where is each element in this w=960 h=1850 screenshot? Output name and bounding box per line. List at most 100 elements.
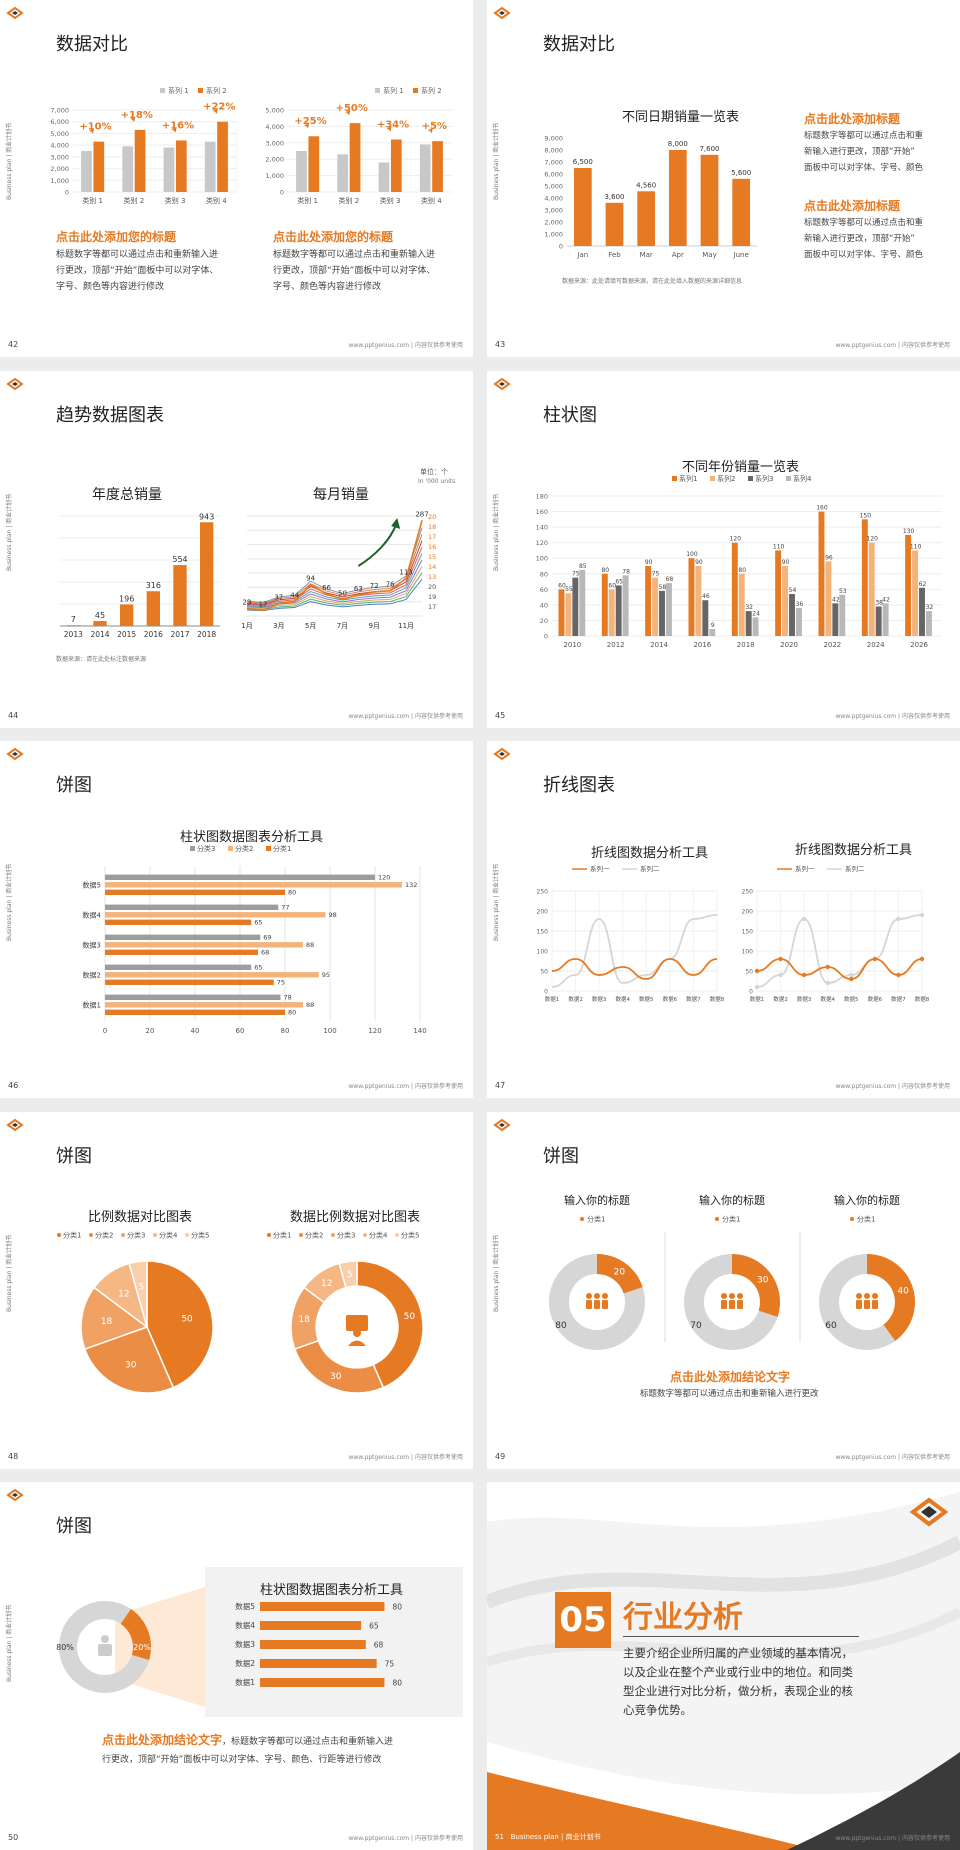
footer: www.pptgenius.com | 内容仅供参考使用	[835, 1083, 950, 1090]
chart-43: 0 1,000 2,000 3,000 4,000 5,000 6,000 7,000 8,00…	[544, 135, 757, 259]
bar	[105, 889, 285, 895]
tick-label: 2,000	[50, 165, 69, 173]
legend-swatch	[228, 846, 233, 851]
category-label: 数据6	[868, 995, 883, 1003]
person-body-icon	[721, 1300, 727, 1309]
slide-48[interactable]: 饼图 Business plan | 商业计划书 比例数据对比图表 数据比例数据…	[0, 1112, 473, 1469]
series-line	[246, 553, 423, 608]
left-chart-title: 比例数据对比图表	[88, 1210, 193, 1225]
slide-title: 饼图	[56, 775, 92, 796]
page-number: 50	[8, 1833, 19, 1842]
legend-label: 分类3	[337, 1231, 355, 1240]
category-label: Jan	[576, 251, 588, 259]
tick-label: 100	[323, 1027, 336, 1035]
slide-47[interactable]: 折线图表 Business plan | 商业计划书 折线图数据分析工具 折线图…	[487, 741, 960, 1098]
tick-label: 4,000	[50, 142, 69, 150]
legend-label: 系列一	[795, 864, 815, 873]
tick-label: 200	[537, 909, 549, 916]
page-number: 45	[495, 711, 506, 720]
data-point	[825, 964, 830, 970]
bar	[378, 162, 390, 192]
data-label: 120	[730, 536, 742, 543]
data-point	[754, 984, 760, 990]
slide-51[interactable]: 05 行业分析 主要介绍企业所归属的产业领域的基本情况， 以及企业在整个产业或行…	[487, 1482, 960, 1850]
person-icon	[729, 1293, 735, 1299]
slice-label: 30	[330, 1372, 342, 1382]
end-label: 17	[428, 533, 436, 541]
vertical-label: Business plan | 商业计划书	[6, 493, 13, 571]
tick-label: 3月	[273, 622, 284, 630]
bar	[795, 608, 802, 636]
bar	[645, 566, 652, 636]
conclusion-title: 点击此处添加结论文字	[102, 1733, 223, 1747]
chart-46: 分类3 分类2 分类1 0 20 40 60 80 100 120 140 数据5 120 132 80 数据…	[83, 844, 427, 1035]
data-label: 36	[796, 601, 804, 608]
bar	[105, 1002, 303, 1008]
bar	[200, 522, 214, 626]
logo-icon	[6, 1118, 24, 1132]
category-label: 数据7	[891, 995, 906, 1003]
slide-46[interactable]: 饼图 Business plan | 商业计划书 柱状图数据图表分析工具 分类3…	[0, 741, 473, 1098]
bar	[173, 565, 187, 626]
data-label: 7	[71, 615, 76, 624]
body-line: 标题数字等都可以通过点击和重新输入进	[273, 250, 436, 260]
bar	[925, 611, 932, 636]
person-icon	[856, 1293, 862, 1299]
bar	[260, 1621, 362, 1630]
data-label: 5,600	[731, 169, 751, 177]
data-label: 63	[354, 585, 363, 593]
slide-44[interactable]: 趋势数据图表 Business plan | 商业计划书 年度总销量 每月销量 …	[0, 371, 473, 728]
conclusion-title: 点击此处添加结论文字	[670, 1370, 791, 1384]
donut-slice	[597, 1254, 643, 1294]
legend-swatch	[375, 88, 380, 93]
category-label: 类别 2	[124, 196, 145, 205]
legend-swatch	[198, 88, 203, 93]
bar	[745, 611, 752, 636]
slice-label: 12	[321, 1279, 332, 1289]
slide-title: 趋势数据图表	[56, 405, 164, 426]
right-chart-title: 每月销量	[313, 487, 369, 503]
data-label: 90	[695, 559, 703, 566]
category-label: 类别 2	[339, 196, 360, 205]
slide-title: 饼图	[56, 1516, 92, 1537]
body-line: 面板中可以对字体、字号、颜色	[804, 163, 924, 173]
slice	[356, 1260, 424, 1389]
data-label: 68	[666, 576, 674, 583]
footer: www.pptgenius.com | 内容仅供参考使用	[348, 713, 463, 720]
tick-label: 8,000	[544, 147, 563, 155]
data-label: 24	[752, 610, 760, 617]
body-line: 新输入进行更改，顶部“开始”	[804, 147, 915, 157]
data-label: 62	[919, 581, 927, 588]
person-head-icon	[353, 1329, 361, 1337]
category-label: May	[702, 251, 716, 259]
tick-label: 250	[537, 889, 549, 896]
person-body-icon	[348, 1340, 366, 1346]
bar	[163, 147, 175, 192]
legend-dot	[57, 1233, 61, 1237]
tick-label: 7,000	[50, 107, 69, 115]
data-label: 3,600	[604, 193, 624, 201]
data-label: 287	[415, 510, 428, 518]
chart-48-left: 分类1 分类2 分类3 分类4 分类5 50 30 18 12 5	[57, 1231, 214, 1394]
tick-label: 0	[559, 243, 563, 251]
bar	[861, 519, 868, 636]
slide-45[interactable]: 柱状图 Business plan | 商业计划书 不同年份销量一览表 系列1 系…	[487, 371, 960, 728]
slide-50[interactable]: 饼图 Business plan | 商业计划书 20% 80% 数据5 80 数据4 6…	[0, 1482, 473, 1850]
slide-49[interactable]: 饼图 Business plan | 商业计划书 输入你的标题 分类1 20 80 输入…	[487, 1112, 960, 1469]
tick-label: 1月	[242, 622, 253, 630]
category-label: June	[733, 251, 749, 259]
data-label: 120	[867, 536, 879, 543]
data-label: 113	[399, 568, 412, 576]
legend-label: 系列 2	[206, 86, 227, 95]
bar	[573, 168, 592, 246]
slide-43[interactable]: 数据对比 Business plan | 商业计划书 不同日期销量一览表 0 1,…	[487, 0, 960, 357]
slide-42[interactable]: 数据对比 Business plan | 商业计划书 系列 1 系列 2 0 1,00…	[0, 0, 473, 357]
data-label: 75	[385, 1660, 395, 1669]
slide-title: 数据对比	[543, 34, 615, 55]
category-label: 数据2	[235, 1658, 255, 1668]
page-number: 48	[8, 1452, 19, 1461]
left-body: 标题数字等都可以通过点击和重新输入进 行更改，顶部“开始”面板中可以对字体、 字…	[56, 247, 246, 295]
legend-label: 分类4	[159, 1231, 178, 1240]
bar	[105, 919, 252, 925]
donut-slice	[867, 1254, 915, 1341]
